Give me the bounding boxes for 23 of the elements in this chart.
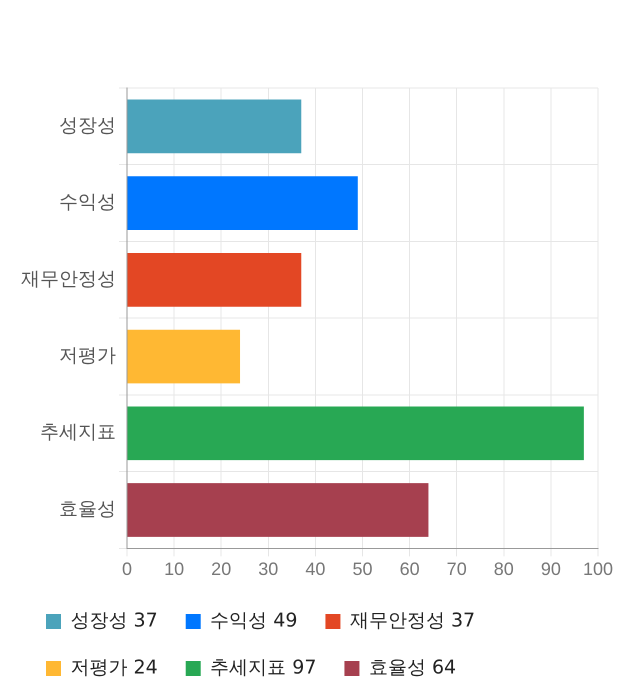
x-tick-label: 20 (211, 559, 232, 580)
y-tick-label: 추세지표 (40, 421, 116, 444)
x-tick-label: 10 (164, 559, 184, 580)
x-tick-label: 80 (494, 559, 514, 580)
y-tick-label: 저평가 (59, 344, 116, 367)
y-tick-label: 재무안정성 (21, 268, 116, 290)
y-tick-label: 수익성 (59, 191, 116, 214)
x-tick-label: 50 (352, 559, 373, 580)
x-tick-label: 70 (446, 559, 467, 580)
legend-label: 재무안정성 37 (350, 609, 476, 632)
legend-label: 추세지표 97 (210, 656, 316, 678)
y-tick-label: 성장성 (59, 114, 116, 136)
legend-label: 효율성 64 (368, 656, 456, 678)
x-tick-label: 30 (258, 559, 278, 580)
x-tick-label: 100 (582, 559, 614, 580)
x-tick-label: 90 (540, 559, 561, 580)
legend-label: 저평가 24 (70, 656, 158, 678)
x-tick-label: 0 (122, 559, 132, 580)
legend-label: 성장성 37 (70, 609, 158, 632)
x-tick-label: 40 (305, 559, 326, 580)
legend-label: 수익성 49 (210, 609, 298, 632)
x-tick-label: 60 (400, 559, 420, 580)
y-tick-label: 효율성 (59, 498, 116, 520)
